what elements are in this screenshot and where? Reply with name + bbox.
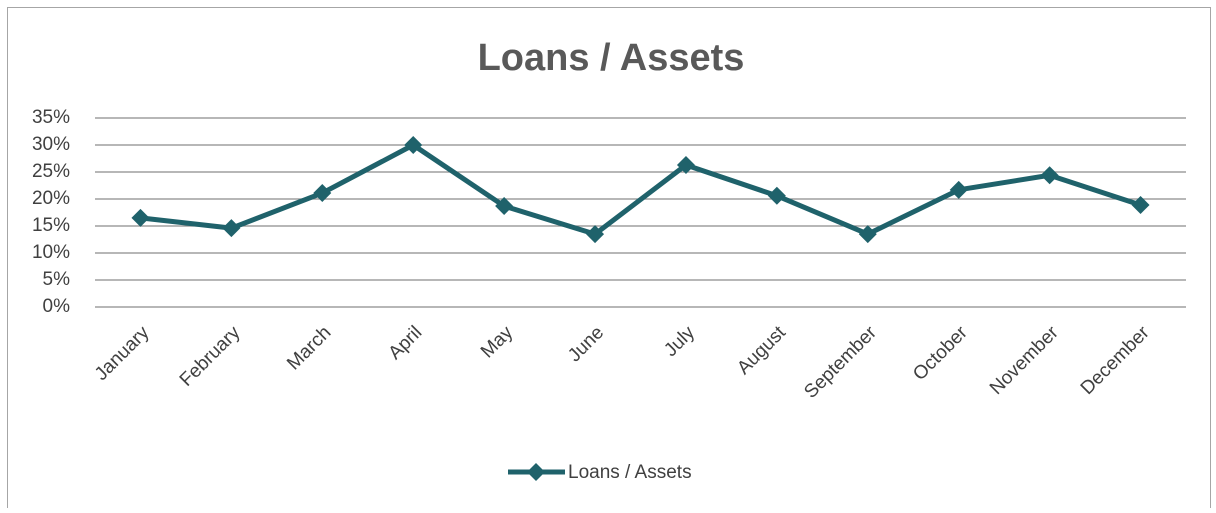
chart-title: Loans / Assets (478, 37, 745, 79)
point-marker (131, 208, 150, 227)
legend-marker (527, 463, 545, 481)
series-line (140, 142, 1142, 237)
point-marker (222, 219, 241, 238)
y-tick-label: 5% (43, 269, 71, 290)
y-tick-label: 20% (32, 188, 70, 209)
point-marker (858, 225, 877, 244)
y-tick-label: 35% (32, 107, 70, 128)
point-marker (1131, 195, 1150, 214)
point-marker (404, 136, 423, 154)
point-marker (586, 225, 605, 244)
point-marker (676, 155, 695, 174)
point-marker (767, 186, 786, 205)
y-tick-label: 10% (32, 242, 70, 263)
point-marker (313, 184, 332, 203)
y-tick-label: 30% (32, 134, 70, 155)
legend-label: Loans / Assets (568, 462, 692, 483)
point-marker (949, 180, 968, 199)
y-tick-label: 0% (43, 296, 71, 317)
point-marker (1040, 166, 1059, 185)
y-tick-label: 25% (32, 161, 70, 182)
chart-frame (7, 7, 1211, 513)
point-marker (495, 197, 514, 216)
y-tick-label: 15% (32, 215, 70, 236)
